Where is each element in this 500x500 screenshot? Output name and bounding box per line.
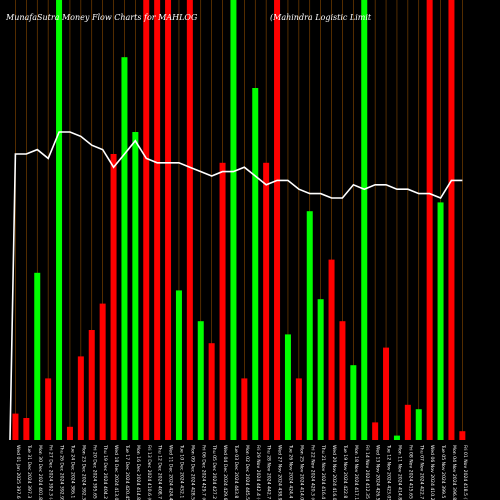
money-flow-bar [143, 0, 150, 440]
x-tick-label: Tue 12 Nov 2024 423.05 (2.0%) [386, 444, 392, 500]
x-tick-label: Wed 01 Jan 2025 397.6 (0.08%) [15, 445, 21, 500]
x-tick-label: Thu 07 Nov 2024 422.7 (3.05%) [418, 444, 424, 500]
x-tick-label: Wed 27 Nov 2024 438.9 (3.41%) [277, 445, 283, 500]
money-flow-bar [361, 0, 368, 440]
x-tick-label: Mon 16 Dec 2024 414.8 (1.02%) [135, 445, 141, 500]
x-tick-label: Fri 20 Dec 2024 395.65 (-2.12%) [91, 445, 97, 500]
money-flow-bar [219, 162, 226, 441]
money-flow-bar [56, 0, 63, 440]
money-flow-bar [66, 426, 73, 440]
money-flow-bar [459, 431, 466, 440]
x-tick-label: Mon 04 Nov 2024 396.8 (-5.18%) [451, 445, 457, 500]
x-tick-label: Tue 17 Dec 2024 420.45 (1.36%) [124, 444, 130, 500]
x-tick-label: Wed 20 Nov 2024 416.0 (-1.61%) [331, 445, 337, 500]
money-flow-bar [339, 321, 346, 440]
money-flow-bar [328, 259, 335, 440]
x-tick-label: Thu 19 Dec 2024 404.2 (-2.12%) [102, 444, 108, 500]
money-flow-bar [23, 418, 30, 440]
x-tick-label: Thu 12 Dec 2024 408.7 (-3.71%) [157, 444, 163, 500]
money-flow-bar [45, 378, 52, 440]
money-flow-bar [415, 409, 422, 440]
money-flow-bar [121, 57, 128, 440]
money-flow-bar [317, 299, 324, 440]
x-tick-label: Fri 29 Nov 2024 442.4 (-0.07%) [255, 445, 261, 500]
x-tick-label: Mon 18 Nov 2024 417.15 (1.16%) [353, 445, 359, 500]
x-tick-label: Tue 26 Nov 2024 424.4 (2.5%) [287, 444, 293, 500]
money-flow-bars [12, 0, 466, 441]
x-tick-label: Fri 08 Nov 2024 415.65 (-1.67%) [407, 445, 413, 500]
money-flow-bar [263, 162, 270, 441]
money-flow-bar [197, 321, 204, 440]
x-tick-label: Mon 02 Dec 2024 445.55 (0.71%) [244, 445, 250, 500]
x-tick-label: Thu 05 Dec 2024 427.2 (-0.55%) [211, 444, 217, 500]
money-flow-bar [110, 154, 117, 440]
money-flow-bar [132, 132, 139, 440]
x-tick-label: Fri 06 Dec 2024 429.7 (0.59%) [200, 445, 206, 500]
x-tick-labels: Wed 01 Jan 2025 397.6 (0.08%) Tue 31 Dec … [15, 444, 468, 500]
money-flow-bar [241, 378, 248, 440]
chart-title: MunafaSutra Money Flow Charts for MAHLOG [5, 13, 198, 22]
money-flow-bar [404, 404, 411, 440]
x-tick-label: Tue 31 Dec 2024 397.3 (-1.13%) [26, 444, 32, 500]
money-flow-bar [306, 211, 313, 440]
x-tick-label: Fri 01 Nov 2024 418.5 (1.59%) [462, 445, 468, 500]
x-tick-label: Thu 21 Nov 2024 416.4 (0.1%) [320, 444, 326, 500]
x-tick-label: Wed 11 Dec 2024 424.45 (-1.77%) [168, 445, 174, 500]
money-flow-bar [252, 88, 259, 440]
money-flow-bar [12, 413, 19, 440]
x-tick-label: Wed 13 Nov 2024 426.5 (0.82%) [375, 445, 381, 500]
money-flow-bar [186, 0, 193, 440]
money-flow-bar [88, 330, 95, 440]
money-flow-bar [437, 202, 444, 440]
money-flow-bar [208, 343, 215, 440]
money-flow-bar [175, 290, 182, 440]
x-tick-label: Mon 11 Nov 2024 414.8 (-0.2%) [396, 445, 402, 500]
money-flow-bar [350, 365, 357, 440]
money-flow-bar [393, 435, 400, 440]
money-flow-bar [274, 0, 281, 440]
money-flow-bar [426, 0, 433, 440]
x-tick-label: Fri 27 Dec 2024 392.3 (-0.16%) [48, 445, 54, 500]
money-flow-bar [165, 0, 172, 440]
x-tick-label: Tue 03 Dec 2024 443.8 (-0.39%) [233, 444, 239, 500]
x-tick-label: Tue 10 Dec 2024 432.1 (0.84%) [178, 444, 184, 500]
money-flow-bar [77, 356, 84, 440]
x-tick-label: Wed 06 Nov 2024 410.2 (2.68%) [429, 445, 435, 500]
x-tick-label: Fri 22 Nov 2024 420.3 (0.94%) [309, 445, 315, 500]
money-flow-bar [448, 0, 455, 440]
x-tick-label: Wed 04 Dec 2024 429.6 (-3.2%) [222, 445, 228, 500]
x-tick-label: Tue 05 Nov 2024 399.5 (0.68%) [440, 444, 446, 500]
money-flow-bar [284, 334, 291, 440]
x-tick-label: Tue 24 Dec 2024 386.1 (-1.58%) [69, 444, 75, 500]
money-flow-bar [154, 0, 161, 440]
x-tick-label: Tue 19 Nov 2024 422.8 (1.36%) [342, 444, 348, 500]
x-tick-label: Thu 26 Dec 2024 392.95 (1.77%) [59, 444, 65, 500]
x-tick-label: Fri 13 Dec 2024 410.6 (0.46%) [146, 445, 152, 500]
money-flow-bar [230, 0, 237, 440]
money-flow-bar [99, 303, 106, 440]
money-flow-bar [383, 347, 390, 440]
price-line [9, 131, 463, 441]
x-tick-label: Mon 23 Dec 2024 392.3 (-0.84%) [80, 445, 86, 500]
x-tick-label: Wed 18 Dec 2024 413.0 (-1.77%) [113, 445, 119, 500]
chart-subtitle: (Mahindra Logistic Limit [270, 13, 372, 22]
money-flow-bar [34, 272, 41, 440]
x-tick-label: Fri 14 Nov 2024 412.35 (-3.32%) [364, 445, 370, 500]
money-flow-bar [372, 422, 379, 440]
x-tick-label: Mon 30 Dec 2024 401.85 (2.43%) [37, 445, 43, 500]
x-tick-label: Mon 09 Dec 2024 428.5 (-0.28%) [189, 445, 195, 500]
money-flow-bar [295, 378, 302, 440]
x-tick-label: Mon 25 Nov 2024 414.05 (-1.48%) [298, 445, 304, 500]
x-tick-label: Thu 28 Nov 2024 442.7 (0.86%) [266, 444, 272, 500]
